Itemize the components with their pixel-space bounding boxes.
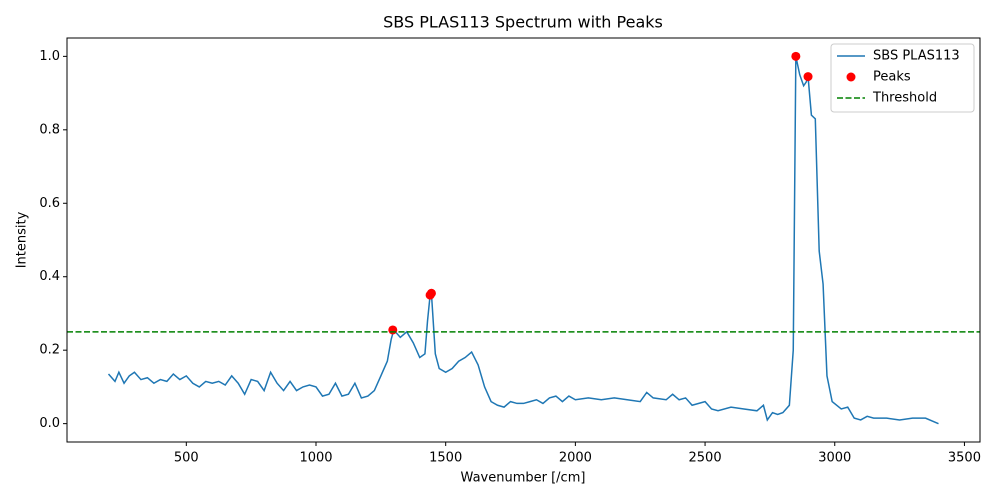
peak-point bbox=[426, 288, 436, 298]
x-tick-label: 3000 bbox=[818, 451, 851, 466]
y-tick-label: 1.0 bbox=[39, 49, 60, 64]
legend-label: Threshold bbox=[872, 91, 937, 106]
peak-point bbox=[791, 51, 801, 61]
y-tick-label: 0.0 bbox=[39, 416, 60, 431]
y-tick-label: 0.6 bbox=[39, 196, 60, 211]
y-axis-label: Intensity bbox=[15, 211, 30, 268]
y-tick-label: 0.8 bbox=[39, 122, 60, 137]
x-tick-label: 2500 bbox=[689, 451, 722, 466]
x-tick-label: 3500 bbox=[948, 451, 981, 466]
y-tick-label: 0.4 bbox=[39, 269, 60, 284]
legend-box bbox=[830, 43, 975, 113]
x-tick-label: 1500 bbox=[429, 451, 462, 466]
x-tick-label: 500 bbox=[174, 451, 199, 466]
legend-marker bbox=[846, 72, 856, 82]
x-axis-label: Wavenumber [/cm] bbox=[461, 471, 586, 486]
peak-point bbox=[388, 325, 398, 335]
legend-label: Peaks bbox=[873, 70, 911, 85]
x-tick-label: 1000 bbox=[299, 451, 332, 466]
legend-label: SBS PLAS113 bbox=[873, 49, 960, 64]
peak-point bbox=[803, 72, 813, 82]
spectrum-line bbox=[107, 56, 939, 425]
x-tick-label: 2000 bbox=[559, 451, 592, 466]
y-tick-label: 0.2 bbox=[39, 343, 60, 358]
plot-frame bbox=[66, 37, 981, 443]
chart-title: SBS PLAS113 Spectrum with Peaks bbox=[383, 13, 663, 32]
